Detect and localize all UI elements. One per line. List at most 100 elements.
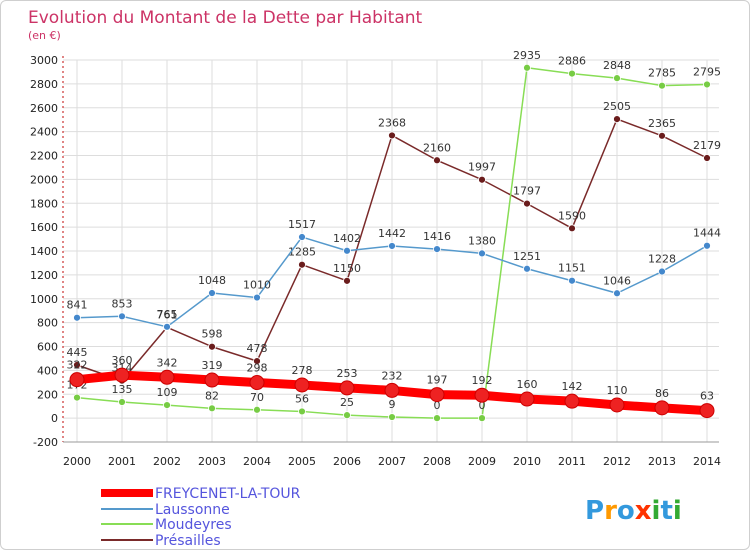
data-point: [519, 391, 535, 407]
data-point: [208, 404, 216, 413]
data-point: [73, 393, 81, 402]
data-label: 445: [67, 346, 88, 359]
series-0: 322 360 342 319 298 278 253 232 197 192 160 142 110 8…: [67, 354, 715, 419]
series-1: 841 853 765 1048 1010 1517 1402 1442 1416 1380 125…: [67, 218, 721, 331]
y-tick-label: 2200: [30, 150, 58, 163]
data-point: [163, 401, 171, 410]
data-label: 9: [389, 398, 396, 411]
data-point: [703, 241, 711, 250]
data-label: 1797: [513, 185, 541, 198]
legend-label: Présailles: [155, 533, 221, 549]
y-tick-labels: -200 0 200 400 600 800 1000 1200 1400 1600 1800 200…: [30, 54, 58, 449]
data-point: [433, 156, 441, 165]
data-label: 135: [112, 383, 133, 396]
legend-label: Moudeyres: [155, 517, 232, 533]
data-point: [564, 393, 580, 409]
data-point: [388, 413, 396, 421]
y-tick-label: 0: [51, 412, 58, 425]
y-tick-label: 2000: [30, 173, 58, 186]
data-label: 1251: [513, 250, 541, 263]
x-tick-label: 2007: [378, 455, 406, 468]
data-point: [613, 289, 621, 298]
data-point: [298, 407, 306, 416]
data-label: 86: [655, 387, 669, 400]
x-tick-label: 2011: [558, 455, 586, 468]
data-point: [609, 397, 625, 413]
y-tick-label: 1000: [30, 293, 58, 306]
data-point: [253, 405, 261, 414]
data-point: [699, 403, 715, 419]
x-tick-label: 2003: [198, 455, 226, 468]
data-point: [384, 382, 400, 398]
data-label: 1442: [378, 227, 406, 240]
data-point: [298, 233, 306, 241]
data-point: [478, 175, 486, 184]
data-point: [613, 74, 621, 83]
data-label: 2795: [693, 65, 721, 78]
legend-label: Laussonne: [155, 502, 230, 518]
x-tick-label: 2000: [63, 455, 91, 468]
data-label: 110: [607, 384, 628, 397]
data-label: 1228: [648, 253, 676, 266]
data-label: 0: [434, 399, 441, 412]
data-point: [478, 249, 486, 258]
data-point: [568, 69, 576, 78]
data-label: 70: [250, 391, 264, 404]
data-point: [339, 380, 355, 396]
data-label: 1416: [423, 230, 451, 243]
x-tick-label: 2013: [648, 455, 676, 468]
data-label: 278: [292, 364, 313, 377]
x-tick-label: 2006: [333, 455, 361, 468]
y-tick-label: 1200: [30, 269, 58, 282]
series-line: [76, 396, 482, 419]
y-tick-label: 1800: [30, 197, 58, 210]
data-point: [523, 199, 531, 208]
x-tick-label: 2012: [603, 455, 631, 468]
y-tick-label: 800: [37, 317, 58, 330]
brand-logo: Proxiti: [585, 496, 682, 526]
x-tick-label: 2014: [693, 455, 721, 468]
x-tick-label: 2002: [153, 455, 181, 468]
data-label: 2785: [648, 67, 676, 80]
data-point: [253, 357, 261, 365]
data-point: [118, 312, 126, 321]
data-label: 192: [472, 374, 493, 387]
y-tick-label: 2600: [30, 102, 58, 115]
data-label: 1046: [603, 274, 631, 287]
data-point: [568, 224, 576, 233]
data-point: [703, 80, 711, 89]
chart-title: Evolution du Montant de la Dette par Hab…: [28, 8, 423, 28]
data-label: 1285: [288, 246, 316, 259]
data-label: 2848: [603, 59, 631, 72]
data-point: [118, 398, 126, 406]
data-point: [433, 245, 441, 253]
data-point: [388, 131, 396, 140]
data-point: [388, 242, 396, 250]
data-label: 160: [517, 378, 538, 391]
data-point: [343, 276, 351, 285]
brand-logo-text: Proxiti: [585, 496, 682, 526]
series-layer: 4453147615984781285115023682160199717971…: [67, 49, 721, 423]
data-point: [429, 387, 445, 403]
data-label: 253: [337, 367, 358, 380]
data-label: 841: [67, 299, 88, 312]
x-tick-label: 2010: [513, 455, 541, 468]
y-tick-label: 3000: [30, 54, 58, 67]
data-label: 598: [202, 328, 223, 341]
y-tick-label: -200: [33, 436, 58, 449]
data-label: 109: [157, 386, 178, 399]
data-label: 0: [479, 399, 486, 412]
data-label: 2505: [603, 100, 631, 113]
data-point: [294, 377, 310, 393]
data-point: [343, 246, 351, 255]
data-label: 322: [67, 359, 88, 372]
y-tick-label: 2400: [30, 126, 58, 139]
data-label: 1997: [468, 161, 496, 174]
data-label: 2365: [648, 117, 676, 130]
x-tick-label: 2001: [108, 455, 136, 468]
data-point: [298, 260, 306, 269]
data-point: [523, 63, 531, 72]
data-label: 2160: [423, 141, 451, 154]
legend-label: FREYCENET-LA-TOUR: [155, 486, 301, 502]
